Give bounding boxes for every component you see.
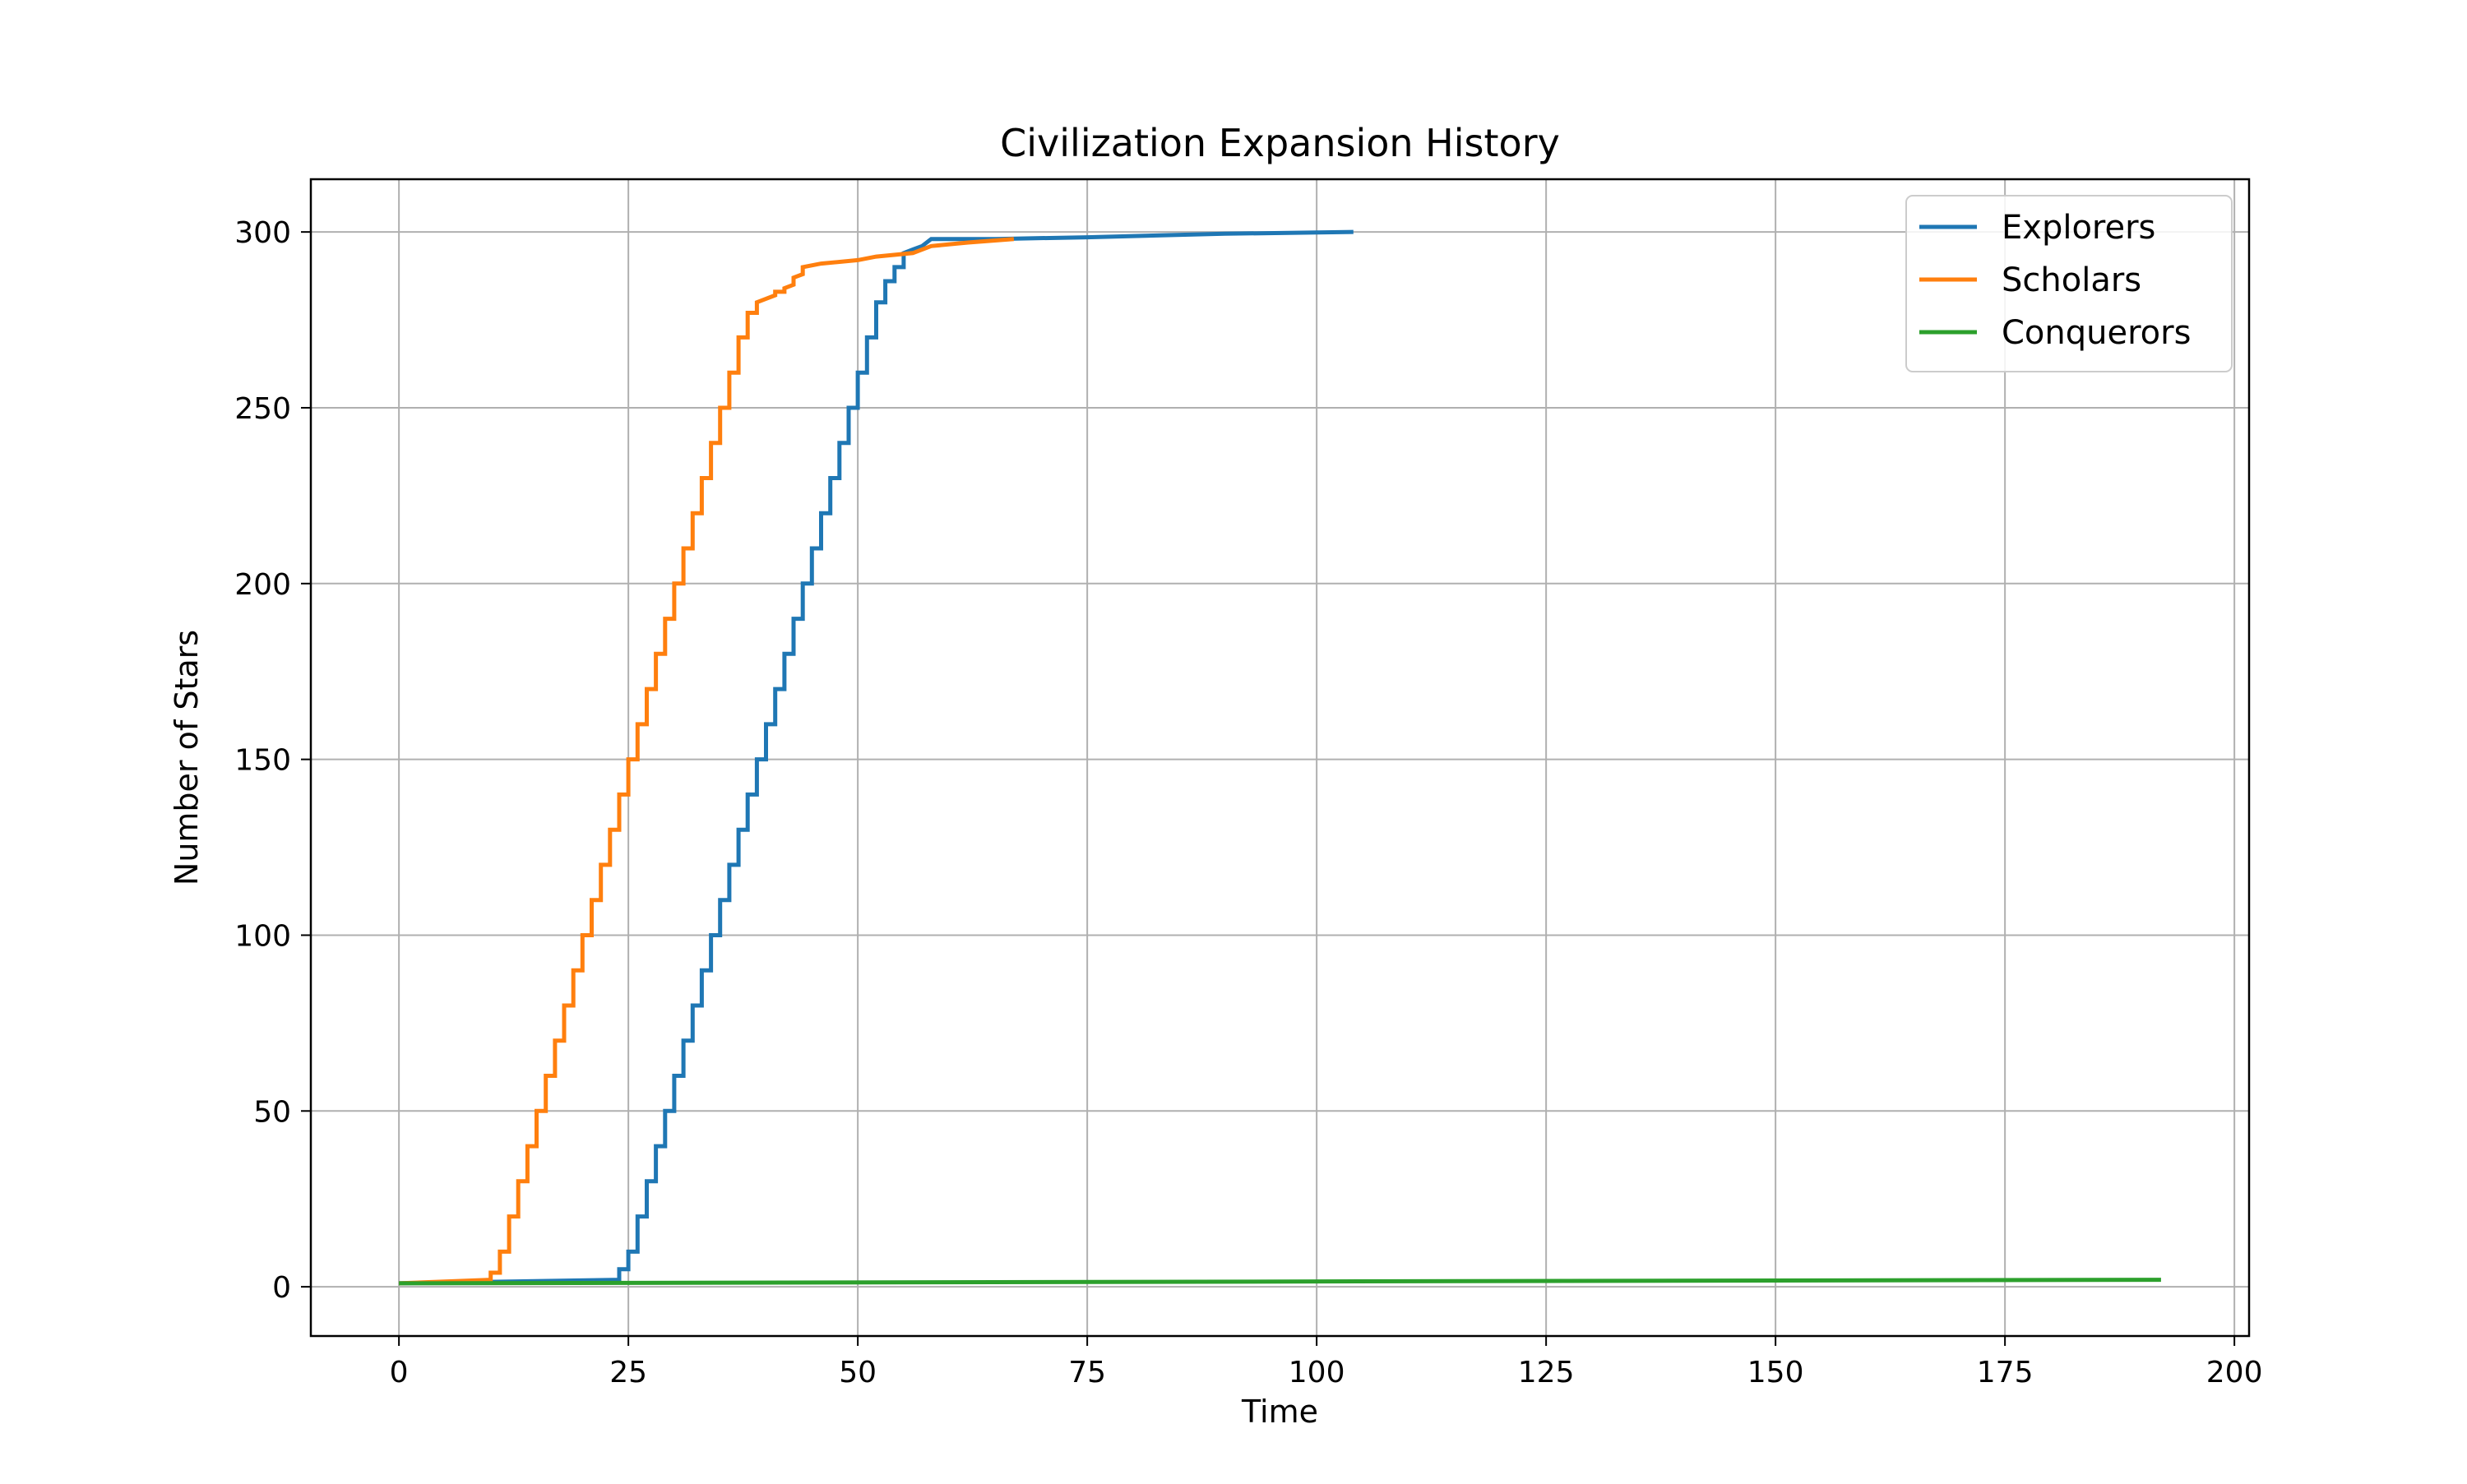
x-tick-label: 200 (2206, 1356, 2263, 1389)
y-tick-label: 0 (272, 1271, 291, 1305)
x-tick-label: 25 (609, 1356, 647, 1389)
y-tick-label: 50 (253, 1095, 291, 1129)
series-line-scholars (399, 237, 1015, 1286)
x-tick-label: 150 (1747, 1356, 1804, 1389)
grid (311, 179, 2249, 1336)
y-tick-label: 300 (234, 216, 291, 250)
x-tick-label: 125 (1518, 1356, 1575, 1389)
series-line-conquerors (399, 1278, 2161, 1286)
legend-label-conquerors: Conquerors (2002, 314, 2191, 352)
chart-title: Civilization Expansion History (1000, 121, 1560, 165)
legend-label-explorers: Explorers (2002, 209, 2155, 247)
y-tick-label: 250 (234, 392, 291, 426)
plot-frame (309, 178, 2251, 1338)
y-tick-label: 200 (234, 568, 291, 602)
series-line-explorers (399, 229, 1354, 1286)
legend: Explorers Scholars Conquerors (1905, 195, 2233, 372)
x-tick-label: 175 (1977, 1356, 2034, 1389)
series-lines (399, 229, 2161, 1286)
x-tick-label: 75 (1068, 1356, 1106, 1389)
x-axis-label: Time (1241, 1394, 1318, 1430)
y-axis-label: Number of Stars (169, 630, 205, 885)
legend-box (1905, 195, 2233, 372)
x-tick-label: 0 (390, 1356, 409, 1389)
x-tick-label: 50 (839, 1356, 877, 1389)
y-tick-label: 100 (234, 919, 291, 953)
legend-label-scholars: Scholars (2002, 261, 2141, 299)
x-tick-label: 100 (1289, 1356, 1345, 1389)
y-tick-label: 150 (234, 744, 291, 778)
axis-ticks: 0 25 50 75 100 125 150 175 200 0 50 100 150 200 250 300 (234, 216, 2262, 1389)
